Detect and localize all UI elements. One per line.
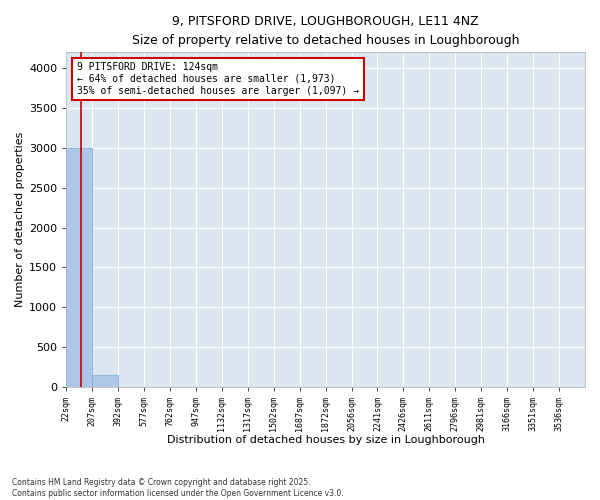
Text: Contains HM Land Registry data © Crown copyright and database right 2025.
Contai: Contains HM Land Registry data © Crown c… [12,478,344,498]
Y-axis label: Number of detached properties: Number of detached properties [15,132,25,308]
X-axis label: Distribution of detached houses by size in Loughborough: Distribution of detached houses by size … [167,435,485,445]
Bar [92,375,118,387]
Text: 9 PITSFORD DRIVE: 124sqm
← 64% of detached houses are smaller (1,973)
35% of sem: 9 PITSFORD DRIVE: 124sqm ← 64% of detach… [77,62,359,96]
Title: 9, PITSFORD DRIVE, LOUGHBOROUGH, LE11 4NZ
Size of property relative to detached : 9, PITSFORD DRIVE, LOUGHBOROUGH, LE11 4N… [132,15,520,47]
Bar [67,148,92,387]
